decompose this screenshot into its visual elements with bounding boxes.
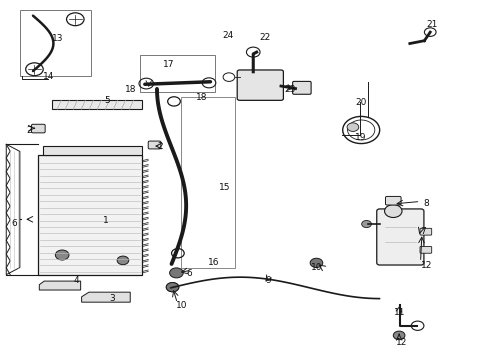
Polygon shape bbox=[39, 281, 81, 290]
Text: 23: 23 bbox=[284, 85, 295, 94]
Circle shape bbox=[346, 123, 358, 131]
Text: 8: 8 bbox=[423, 199, 428, 208]
FancyBboxPatch shape bbox=[148, 141, 161, 149]
Text: 12: 12 bbox=[395, 338, 407, 347]
FancyBboxPatch shape bbox=[419, 228, 431, 235]
Text: 21: 21 bbox=[426, 20, 437, 29]
FancyBboxPatch shape bbox=[385, 197, 400, 205]
Text: 20: 20 bbox=[355, 98, 366, 107]
Circle shape bbox=[166, 283, 179, 292]
Text: 13: 13 bbox=[52, 35, 64, 44]
Bar bbox=[52, 100, 142, 109]
Circle shape bbox=[392, 331, 404, 340]
Text: 9: 9 bbox=[264, 276, 270, 285]
Text: 14: 14 bbox=[43, 72, 55, 81]
Text: 16: 16 bbox=[207, 258, 219, 267]
Text: 19: 19 bbox=[355, 133, 366, 142]
Text: 2: 2 bbox=[26, 126, 31, 135]
Circle shape bbox=[384, 204, 401, 217]
Bar bbox=[38, 155, 142, 275]
FancyBboxPatch shape bbox=[419, 247, 431, 253]
Text: 17: 17 bbox=[163, 60, 175, 69]
Circle shape bbox=[166, 283, 179, 292]
Circle shape bbox=[117, 256, 128, 265]
Text: 12: 12 bbox=[420, 261, 431, 270]
Text: 7: 7 bbox=[420, 227, 426, 236]
Text: 5: 5 bbox=[104, 96, 110, 105]
FancyBboxPatch shape bbox=[237, 70, 283, 100]
Text: 22: 22 bbox=[259, 33, 270, 42]
FancyBboxPatch shape bbox=[292, 81, 310, 94]
Text: 1: 1 bbox=[103, 216, 108, 225]
Text: 4: 4 bbox=[73, 276, 79, 285]
Text: 15: 15 bbox=[219, 183, 230, 192]
Circle shape bbox=[169, 268, 183, 278]
Polygon shape bbox=[81, 292, 130, 302]
FancyBboxPatch shape bbox=[376, 209, 423, 265]
Text: 24: 24 bbox=[222, 31, 233, 40]
Text: 10: 10 bbox=[176, 301, 187, 310]
Text: 2: 2 bbox=[157, 141, 163, 150]
Circle shape bbox=[361, 220, 371, 228]
Text: 18: 18 bbox=[196, 93, 207, 102]
FancyBboxPatch shape bbox=[31, 124, 45, 133]
Text: 6: 6 bbox=[12, 219, 18, 228]
Text: 6: 6 bbox=[186, 269, 191, 278]
Text: 3: 3 bbox=[109, 294, 115, 303]
Bar bbox=[20, 10, 91, 76]
Text: 18: 18 bbox=[125, 85, 136, 94]
Bar bbox=[42, 146, 142, 155]
Circle shape bbox=[55, 250, 69, 260]
Text: 10: 10 bbox=[310, 263, 322, 272]
Bar bbox=[181, 97, 234, 267]
Text: 11: 11 bbox=[393, 309, 405, 318]
Circle shape bbox=[309, 258, 322, 267]
Bar bbox=[140, 55, 215, 93]
